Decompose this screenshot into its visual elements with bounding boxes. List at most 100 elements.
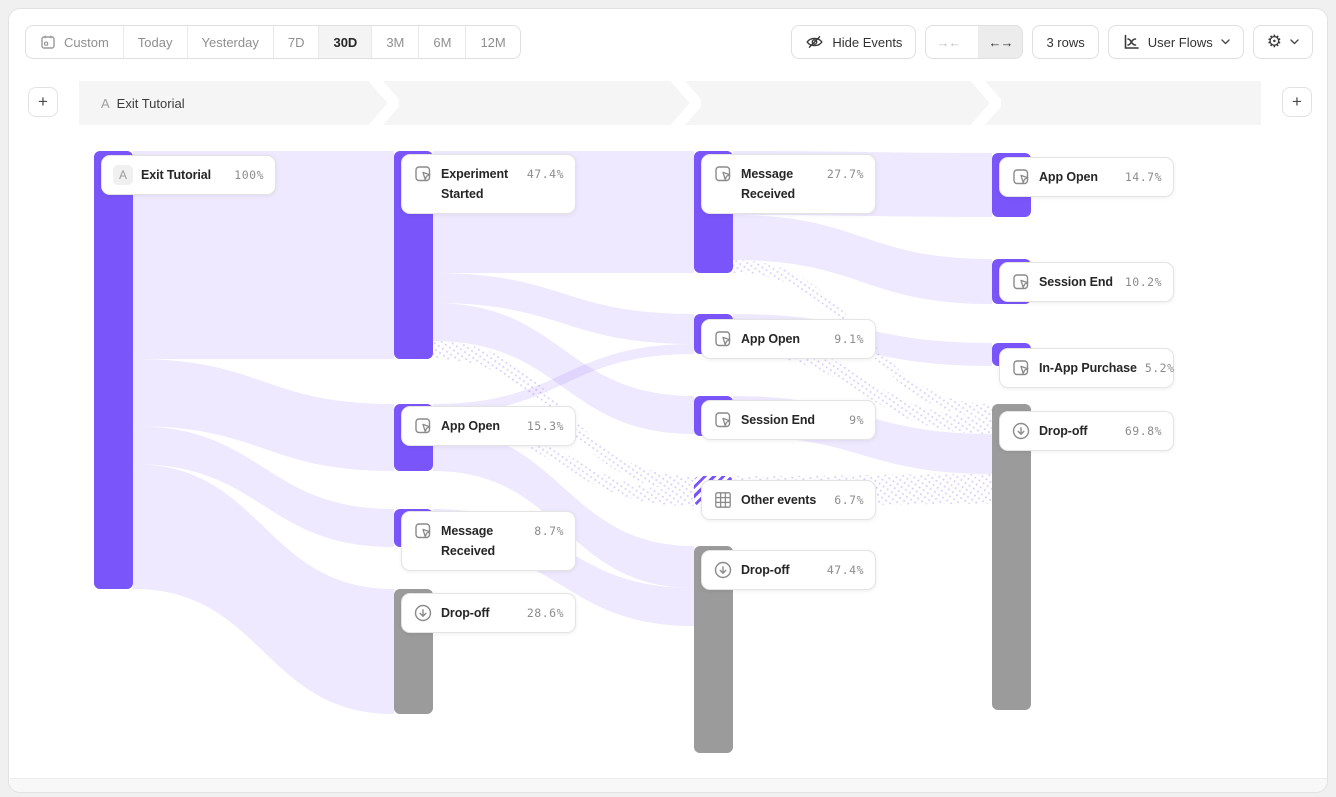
date-range-label: 12M [480,34,506,50]
flow-link[interactable] [433,429,694,588]
step-badge: A [101,95,110,111]
hide-events-label: Hide Events [832,34,903,50]
flow-node-bar-drop-off[interactable] [992,404,1031,710]
collapse-columns-button[interactable]: →← [926,26,970,58]
flow-node-label: Exit Tutorial [141,168,212,182]
flow-node-label: App Open [1039,170,1098,184]
flow-node-bar-exit-tutorial[interactable] [94,151,133,589]
flow-node-card-session-end[interactable]: Session End 9% [701,400,876,440]
date-range-control: Custom Today Yesterday 7D 30D 3M 6M 12M [25,25,521,59]
user-flows-icon [1124,34,1139,49]
app-panel: Custom Today Yesterday 7D 30D 3M 6M 12M Hide Ev… [8,8,1328,793]
date-range-3m[interactable]: 3M [371,26,418,58]
date-range-label: 3M [386,34,405,50]
bottom-bar [10,778,1327,792]
date-range-7d[interactable]: 7D [272,26,319,58]
plus-icon: + [38,92,48,111]
flow-node-card-app-open[interactable]: App Open 9.1% [701,319,876,359]
add-step-left-button[interactable]: + [28,87,58,117]
flow-node-label: Session End [741,413,815,427]
hide-events-button[interactable]: Hide Events [791,25,917,59]
flow-node-card-message-received[interactable]: Message Received 8.7% [401,511,576,571]
drop-off-icon [714,561,732,579]
flow-node-card-drop-off[interactable]: Drop-off 28.6% [401,593,576,633]
event-icon [715,412,731,428]
flow-link[interactable] [433,273,694,344]
flow-node-card-in-app-purchase[interactable]: In-App Purchase 5.2% [999,348,1174,388]
event-icon [1013,360,1029,376]
flow-node-card-app-open[interactable]: App Open 14.7% [999,157,1174,197]
drop-off-icon [414,604,432,622]
event-icon [1013,169,1029,185]
flow-node-value: 9.1% [834,332,864,346]
flow-link[interactable] [433,344,694,414]
flow-link[interactable] [133,426,394,547]
rows-button[interactable]: 3 rows [1032,25,1099,59]
flow-node-card-other-events[interactable]: Other events 6.7% [701,480,876,520]
flow-node-label: Experiment Started [441,167,509,201]
date-range-6m[interactable]: 6M [418,26,465,58]
flow-node-value: 5.2% [1144,361,1175,375]
flow-node-card-drop-off[interactable]: Drop-off 47.4% [701,550,876,590]
flow-node-label: Drop-off [441,606,490,620]
event-icon [415,523,431,539]
flow-link[interactable] [133,464,394,714]
flow-link[interactable] [133,359,394,471]
flow-node-value: 100% [234,168,264,182]
flow-link[interactable] [733,337,992,434]
flow-node-card-message-received[interactable]: Message Received 27.7% [701,154,876,214]
stage: Custom Today Yesterday 7D 30D 3M 6M 12M Hide Ev… [9,9,1327,792]
flow-node-label: Drop-off [1039,424,1088,438]
expand-columns-button[interactable]: ←→ [978,26,1023,58]
flow-link[interactable] [433,303,694,434]
flow-node-value: 47.4% [526,167,564,181]
flow-node-value: 47.4% [826,563,864,577]
rows-label: 3 rows [1046,34,1085,50]
add-step-right-button[interactable]: + [1282,87,1312,117]
flow-node-card-exit-tutorial[interactable]: A Exit Tutorial 100% [101,155,276,195]
flow-node-value: 9% [849,413,864,427]
step-label[interactable]: A Exit Tutorial [101,81,185,125]
date-range-12m[interactable]: 12M [465,26,519,58]
column-width-control: →← ←→ [925,25,1024,59]
flow-node-label: Other events [741,493,817,507]
flow-node-value: 10.2% [1124,275,1162,289]
event-icon [415,418,431,434]
lane-chevron-icon [971,81,1001,125]
settings-button[interactable]: ⚙ [1252,25,1313,59]
flow-node-card-app-open[interactable]: App Open 15.3% [401,406,576,446]
flow-node-label: Message Received [441,524,496,558]
flow-node-value: 8.7% [534,524,564,538]
chevron-down-icon [1221,39,1230,45]
flow-link[interactable] [733,215,992,304]
calendar-icon [41,35,55,49]
event-icon [715,331,731,347]
event-icon [415,166,431,182]
plus-icon: + [1292,92,1302,111]
toolbar-right: Hide Events →← ←→ 3 rows User Fl [791,25,1313,59]
flow-link[interactable] [133,151,394,359]
flow-node-value: 14.7% [1124,170,1162,184]
date-range-yesterday[interactable]: Yesterday [186,26,273,58]
flow-node-label: Message Received [741,167,796,201]
chevron-down-icon [1290,39,1299,45]
date-range-custom[interactable]: Custom [26,26,123,58]
date-range-label: Yesterday [201,34,259,50]
arrows-inward-icon: →← [936,34,961,50]
flow-node-card-drop-off[interactable]: Drop-off 69.8% [999,411,1174,451]
flow-node-label: App Open [741,332,800,346]
flow-node-value: 69.8% [1124,424,1162,438]
flow-node-card-session-end[interactable]: Session End 10.2% [999,262,1174,302]
event-icon [1013,274,1029,290]
lane-chevron-icon [671,81,701,125]
date-range-today[interactable]: Today [122,26,187,58]
date-range-30d[interactable]: 30D [318,26,372,58]
step-lane-band: A Exit Tutorial [79,81,1261,125]
view-selector-label: User Flows [1147,34,1213,50]
view-selector-button[interactable]: User Flows [1107,25,1244,59]
date-range-label: 6M [433,34,452,50]
step-letter-badge: A [113,165,133,185]
flow-node-card-experiment-started[interactable]: Experiment Started 47.4% [401,154,576,214]
flow-node-value: 6.7% [834,493,864,507]
gear-icon: ⚙ [1266,31,1282,52]
